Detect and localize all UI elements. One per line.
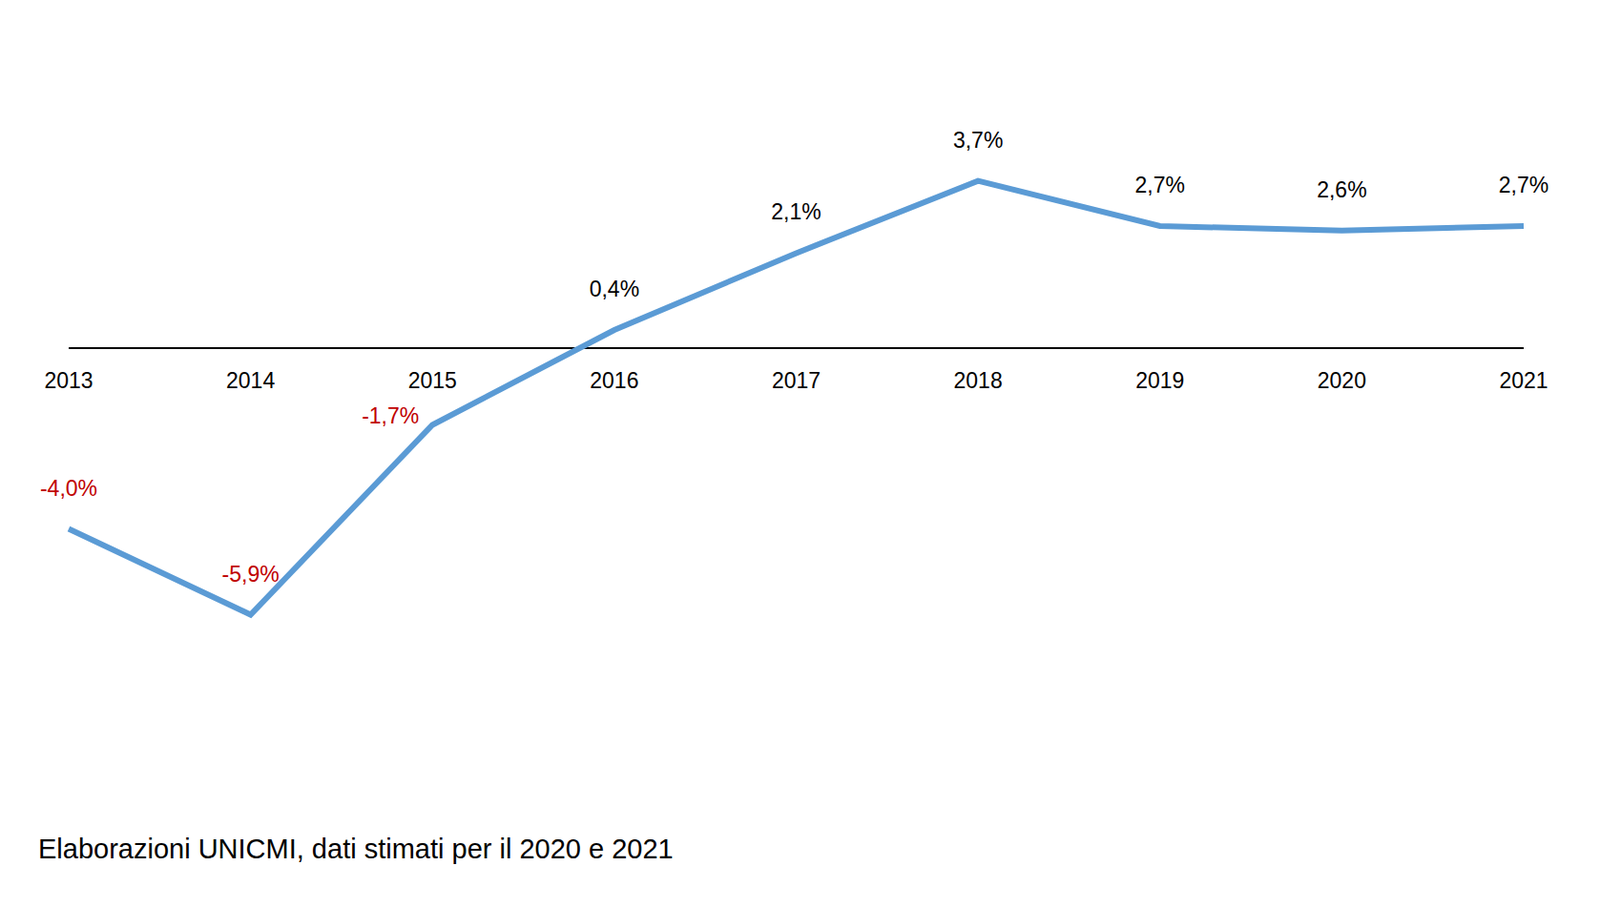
html-text:Elaborazioni UNICMI, dati stim: Elaborazioni UNICMI, dati stimati per il…: [38, 833, 674, 865]
svg-text:2014: 2014: [226, 368, 275, 394]
svg-text:-1,7%: -1,7%: [361, 403, 419, 429]
svg-text:-5,9%: -5,9%: [222, 561, 280, 587]
svg-text:2015: 2015: [408, 368, 458, 394]
svg-text:2013: 2013: [43, 368, 93, 394]
svg-text:2,6%: 2,6%: [1316, 177, 1367, 203]
svg-text:0,4%: 0,4%: [589, 276, 640, 302]
svg-text:2020: 2020: [1317, 368, 1367, 394]
svg-text:3,7%: 3,7%: [953, 127, 1003, 153]
svg-text:2,7%: 2,7%: [1135, 172, 1185, 198]
svg-text:2016: 2016: [589, 368, 639, 394]
svg-text:2,1%: 2,1%: [770, 199, 821, 225]
svg-text:2018: 2018: [954, 368, 1003, 394]
svg-text:2017: 2017: [771, 368, 821, 394]
svg-text:2,7%: 2,7%: [1498, 172, 1549, 198]
svg-text:-4,0%: -4,0%: [40, 476, 98, 501]
svg-text:2021: 2021: [1498, 368, 1548, 394]
svg-text:2019: 2019: [1135, 368, 1185, 394]
